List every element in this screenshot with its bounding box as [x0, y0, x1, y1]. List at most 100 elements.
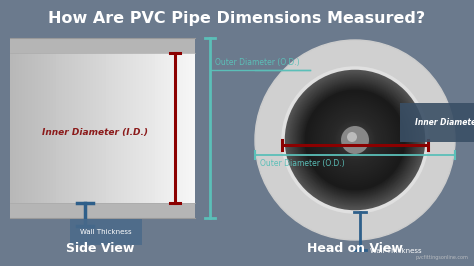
Circle shape [353, 138, 357, 142]
Bar [173, 53, 176, 203]
Bar [146, 53, 149, 203]
Circle shape [344, 129, 366, 151]
Circle shape [255, 40, 455, 240]
Bar [16, 53, 19, 203]
Circle shape [332, 117, 378, 163]
Bar [167, 53, 170, 203]
Circle shape [310, 95, 400, 185]
Circle shape [315, 100, 394, 180]
Circle shape [323, 109, 386, 172]
Bar [102, 53, 106, 203]
Circle shape [314, 99, 396, 181]
Circle shape [336, 121, 374, 159]
Circle shape [333, 118, 377, 162]
Bar [78, 53, 81, 203]
Bar [115, 53, 118, 203]
Circle shape [319, 104, 391, 176]
Circle shape [324, 109, 386, 171]
Circle shape [296, 81, 414, 200]
Circle shape [349, 134, 361, 146]
Circle shape [304, 89, 406, 191]
Bar [32, 53, 35, 203]
Bar [28, 53, 32, 203]
Text: Wall Thickness: Wall Thickness [370, 248, 422, 254]
Text: How Are PVC Pipe Dimensions Measured?: How Are PVC Pipe Dimensions Measured? [48, 10, 426, 26]
Bar [189, 53, 192, 203]
Bar [127, 53, 130, 203]
Circle shape [338, 123, 372, 157]
Bar [59, 53, 63, 203]
Text: Inner Diameter (I.D.): Inner Diameter (I.D.) [42, 128, 148, 138]
Bar [53, 53, 56, 203]
Circle shape [289, 74, 421, 206]
Circle shape [341, 127, 368, 153]
Circle shape [295, 80, 415, 200]
Circle shape [288, 73, 422, 207]
Circle shape [291, 76, 419, 204]
Circle shape [350, 135, 359, 144]
Circle shape [328, 113, 382, 167]
Bar [112, 53, 115, 203]
Circle shape [312, 97, 398, 183]
Bar [130, 53, 133, 203]
Bar [65, 53, 69, 203]
Circle shape [283, 68, 427, 212]
Bar [124, 53, 127, 203]
Bar [10, 53, 13, 203]
Bar [182, 53, 186, 203]
Bar [109, 53, 112, 203]
Bar [106, 53, 109, 203]
Bar [100, 53, 102, 203]
Circle shape [311, 96, 399, 184]
Bar [19, 53, 22, 203]
Bar [87, 53, 90, 203]
Bar [81, 53, 84, 203]
Circle shape [320, 105, 390, 175]
Circle shape [315, 99, 395, 181]
Bar [10, 38, 195, 53]
Circle shape [347, 132, 357, 142]
Circle shape [293, 78, 417, 202]
Circle shape [305, 90, 405, 190]
Circle shape [307, 92, 403, 188]
Bar [155, 53, 158, 203]
Bar [72, 53, 75, 203]
Bar [90, 53, 93, 203]
Text: Side View: Side View [66, 242, 134, 255]
Circle shape [285, 70, 425, 210]
Circle shape [326, 111, 384, 169]
Bar [69, 53, 72, 203]
Circle shape [306, 90, 404, 189]
Circle shape [309, 94, 401, 186]
Circle shape [317, 102, 393, 178]
Circle shape [299, 84, 411, 196]
Bar [121, 53, 124, 203]
Circle shape [321, 106, 389, 174]
Circle shape [346, 131, 364, 149]
Bar [56, 53, 59, 203]
Circle shape [329, 114, 381, 166]
Circle shape [290, 75, 420, 205]
Bar [192, 53, 195, 203]
Bar [35, 53, 38, 203]
Bar [170, 53, 173, 203]
Circle shape [330, 115, 380, 165]
Circle shape [337, 122, 373, 158]
Bar [84, 53, 87, 203]
Circle shape [306, 92, 403, 189]
Circle shape [297, 81, 413, 198]
Circle shape [288, 73, 421, 207]
Bar [137, 53, 139, 203]
Bar [13, 53, 16, 203]
Text: Outer Diameter (O.D.): Outer Diameter (O.D.) [260, 159, 345, 168]
Bar [93, 53, 96, 203]
Bar [158, 53, 161, 203]
Circle shape [284, 69, 426, 211]
Text: pvcfittingsonline.com: pvcfittingsonline.com [415, 255, 468, 260]
Circle shape [283, 68, 427, 212]
Circle shape [332, 118, 377, 163]
Circle shape [322, 107, 388, 173]
Circle shape [303, 88, 407, 192]
Bar [22, 53, 26, 203]
Circle shape [331, 116, 379, 164]
